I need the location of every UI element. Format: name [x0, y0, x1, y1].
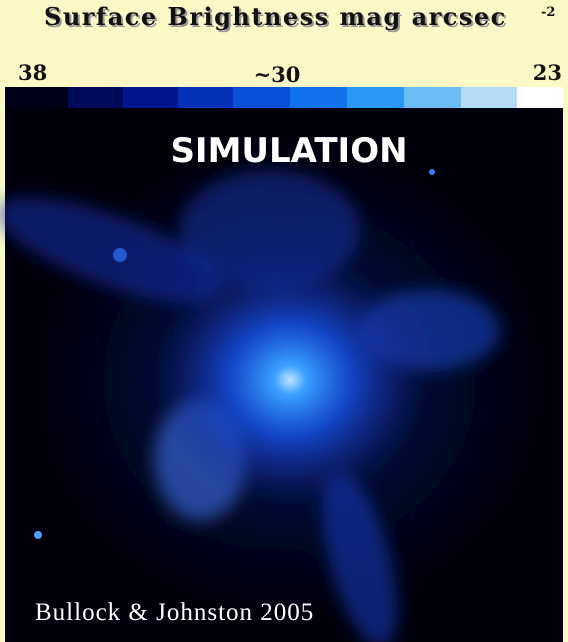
colorbar-swatch: [290, 87, 347, 108]
title-exponent: -2: [541, 5, 555, 20]
colorbar: [5, 87, 563, 108]
slide: Surface Brightness mag arcsec Surface Br…: [0, 0, 568, 642]
colorbar-swatch: [404, 87, 461, 108]
satellite: [429, 169, 435, 175]
colorbar-swatch: [68, 87, 123, 108]
colorbar-label: ~30: [254, 62, 301, 87]
title: Surface Brightness mag arcsec: [44, 2, 507, 31]
colorbar-swatch: [517, 87, 563, 108]
colorbar-label: 23: [533, 60, 562, 85]
satellite: [113, 248, 127, 262]
title-group: Surface Brightness mag arcsec Surface Br…: [44, 2, 555, 33]
colorbar-swatch: [178, 87, 233, 108]
colorbar-label: 38: [18, 60, 47, 85]
colorbar-swatch: [123, 87, 178, 108]
colorbar-swatch: [461, 87, 517, 108]
colorbar-swatch: [5, 87, 68, 108]
page: Surface Brightness mag arcsec Surface Br…: [0, 0, 568, 642]
satellite: [34, 531, 42, 539]
colorbar-swatch: [233, 87, 290, 108]
image-label: SIMULATION: [170, 131, 407, 171]
credit: Bullock & Johnston 2005: [35, 599, 314, 626]
galaxy-core: [155, 255, 425, 505]
simulation-image: SIMULATION Bullock & Johnston 2005: [0, 108, 563, 642]
colorbar-swatch: [347, 87, 404, 108]
